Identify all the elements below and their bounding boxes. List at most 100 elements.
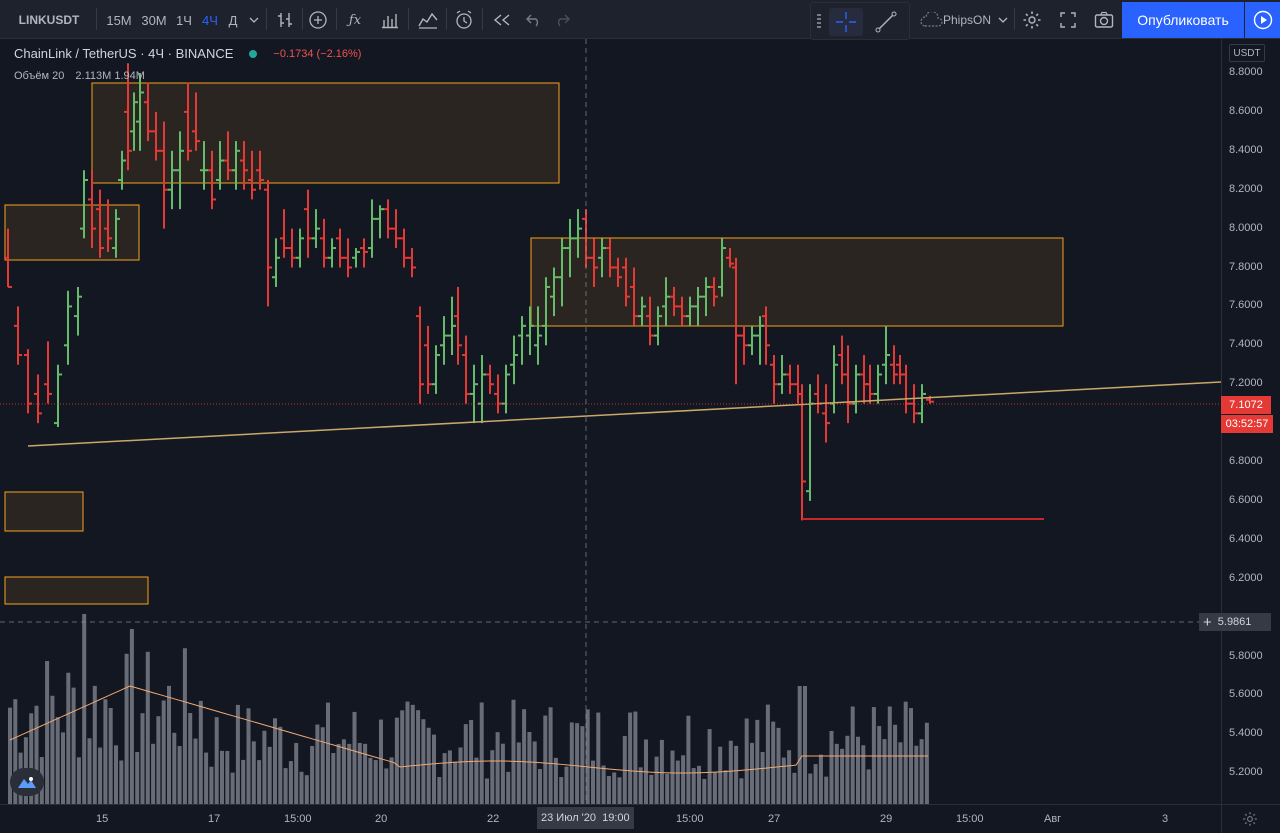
volume-bar bbox=[765, 704, 770, 804]
chevron-down-icon[interactable] bbox=[246, 8, 262, 32]
time-axis[interactable]: 15 17 15:00 20 22 15:00 27 29 15:00 Авг … bbox=[0, 804, 1221, 833]
volume-bar bbox=[527, 732, 532, 804]
fx-icon[interactable]: ƒx bbox=[348, 12, 362, 28]
volume-bar bbox=[792, 772, 797, 804]
time-tick: 29 bbox=[880, 813, 893, 825]
volume-bar bbox=[432, 734, 436, 804]
volume-bar bbox=[341, 739, 346, 804]
volume-bar bbox=[347, 743, 352, 804]
volume-bar bbox=[585, 709, 590, 804]
time-tick: 15:00 bbox=[956, 813, 984, 825]
volume-legend: Объём 20 2.113M 1.94M bbox=[14, 70, 145, 82]
gear-icon[interactable] bbox=[1242, 811, 1258, 832]
volume-bar bbox=[119, 760, 124, 804]
price-chart[interactable] bbox=[0, 39, 1221, 804]
indicator-add-icon[interactable] bbox=[306, 8, 330, 32]
volume-bar bbox=[850, 706, 855, 804]
supply-demand-zone bbox=[91, 82, 560, 184]
volume-bar bbox=[368, 757, 373, 804]
play-icon[interactable] bbox=[1245, 2, 1280, 38]
volume-bar bbox=[479, 702, 484, 804]
volume-bar bbox=[161, 700, 166, 804]
chart-pane[interactable] bbox=[0, 39, 1221, 804]
compare-icon[interactable] bbox=[378, 8, 402, 32]
volume-bar bbox=[29, 713, 34, 804]
time-tick: Авг bbox=[1044, 813, 1062, 825]
volume-bar bbox=[389, 757, 394, 804]
redo-icon[interactable] bbox=[550, 8, 574, 32]
volume-bar bbox=[220, 750, 224, 804]
volume-bar bbox=[182, 648, 187, 804]
volume-bar bbox=[638, 767, 643, 804]
volume-bar bbox=[829, 730, 834, 804]
tradingview-logo-icon[interactable] bbox=[10, 768, 44, 796]
volume-bar bbox=[559, 777, 564, 804]
settings-icon[interactable] bbox=[1020, 8, 1044, 32]
time-tick: 15:00 bbox=[284, 813, 312, 825]
volume-bar bbox=[612, 772, 617, 804]
volume-bar bbox=[818, 754, 823, 804]
trendline-icon[interactable] bbox=[869, 8, 903, 36]
price-tick: 7.4000 bbox=[1229, 338, 1263, 351]
interval-15m-button[interactable]: 15М bbox=[106, 12, 132, 28]
volume-bar bbox=[543, 715, 548, 804]
templates-icon[interactable] bbox=[416, 8, 440, 32]
volume-bar bbox=[601, 765, 606, 804]
toolbar-divider bbox=[482, 8, 483, 30]
volume-bar bbox=[686, 715, 691, 804]
profile-name[interactable]: PhipsON bbox=[942, 13, 992, 27]
chevron-down-icon[interactable] bbox=[996, 8, 1010, 32]
interval-1d-button[interactable]: Д bbox=[228, 12, 238, 28]
volume-bar bbox=[320, 727, 325, 804]
interval-4h-button[interactable]: 4Ч bbox=[202, 12, 218, 28]
volume-bar bbox=[760, 751, 765, 804]
legend-title[interactable]: ChainLink / TetherUS · 4Ч · BINANCE bbox=[14, 46, 234, 61]
price-tick: 5.2000 bbox=[1229, 766, 1263, 779]
volume-bar bbox=[352, 711, 357, 804]
symbol-search-button[interactable]: LINKUSDT bbox=[18, 13, 80, 27]
volume-bar bbox=[188, 713, 193, 804]
drawing-toolbar-floating bbox=[810, 2, 910, 40]
volume-bar bbox=[251, 741, 256, 804]
volume-bar bbox=[675, 760, 680, 804]
volume-bar bbox=[76, 757, 81, 804]
publish-button[interactable]: Опубликовать bbox=[1122, 2, 1244, 38]
interval-30m-button[interactable]: 30М bbox=[141, 12, 167, 28]
interval-1h-button[interactable]: 1Ч bbox=[176, 12, 192, 28]
volume-bar bbox=[659, 739, 664, 804]
time-tick: 20 bbox=[375, 813, 388, 825]
bar-style-icon[interactable] bbox=[274, 8, 296, 32]
fullscreen-icon[interactable] bbox=[1056, 8, 1080, 32]
volume-bar bbox=[734, 745, 739, 804]
price-tick: 8.4000 bbox=[1229, 143, 1263, 156]
volume-bar bbox=[410, 704, 415, 804]
volume-bar bbox=[532, 741, 537, 804]
alert-icon[interactable] bbox=[452, 8, 476, 32]
crosshair-price-label: + 5.9861 bbox=[1199, 613, 1271, 631]
undo-icon[interactable] bbox=[522, 8, 546, 32]
volume-bar bbox=[538, 768, 542, 804]
legend-change: −0.1734 (−2.16%) bbox=[273, 47, 362, 60]
volume-bar bbox=[357, 742, 362, 804]
cloud-icon[interactable] bbox=[918, 8, 944, 32]
plus-icon[interactable]: + bbox=[1203, 613, 1212, 631]
price-tick: 6.6000 bbox=[1229, 493, 1263, 506]
volume-legend-label[interactable]: Объём 20 bbox=[14, 70, 65, 82]
crosshair-icon[interactable] bbox=[829, 8, 863, 36]
volume-bar bbox=[13, 699, 18, 804]
volume-bar bbox=[225, 750, 230, 804]
volume-bar bbox=[151, 743, 156, 804]
price-tick: 7.8000 bbox=[1229, 260, 1263, 273]
volume-bar bbox=[787, 750, 792, 804]
volume-bar bbox=[331, 753, 336, 804]
currency-label[interactable]: USDT bbox=[1229, 44, 1265, 62]
volume-bar bbox=[681, 755, 686, 804]
drag-handle-icon[interactable] bbox=[817, 14, 821, 28]
volume-bar bbox=[310, 746, 315, 804]
camera-icon[interactable] bbox=[1092, 8, 1116, 32]
toolbar-divider bbox=[446, 8, 447, 30]
volume-bar bbox=[453, 761, 458, 804]
price-tick: 8.6000 bbox=[1229, 104, 1263, 117]
replay-icon[interactable] bbox=[490, 8, 514, 32]
volume-bar bbox=[877, 726, 882, 804]
